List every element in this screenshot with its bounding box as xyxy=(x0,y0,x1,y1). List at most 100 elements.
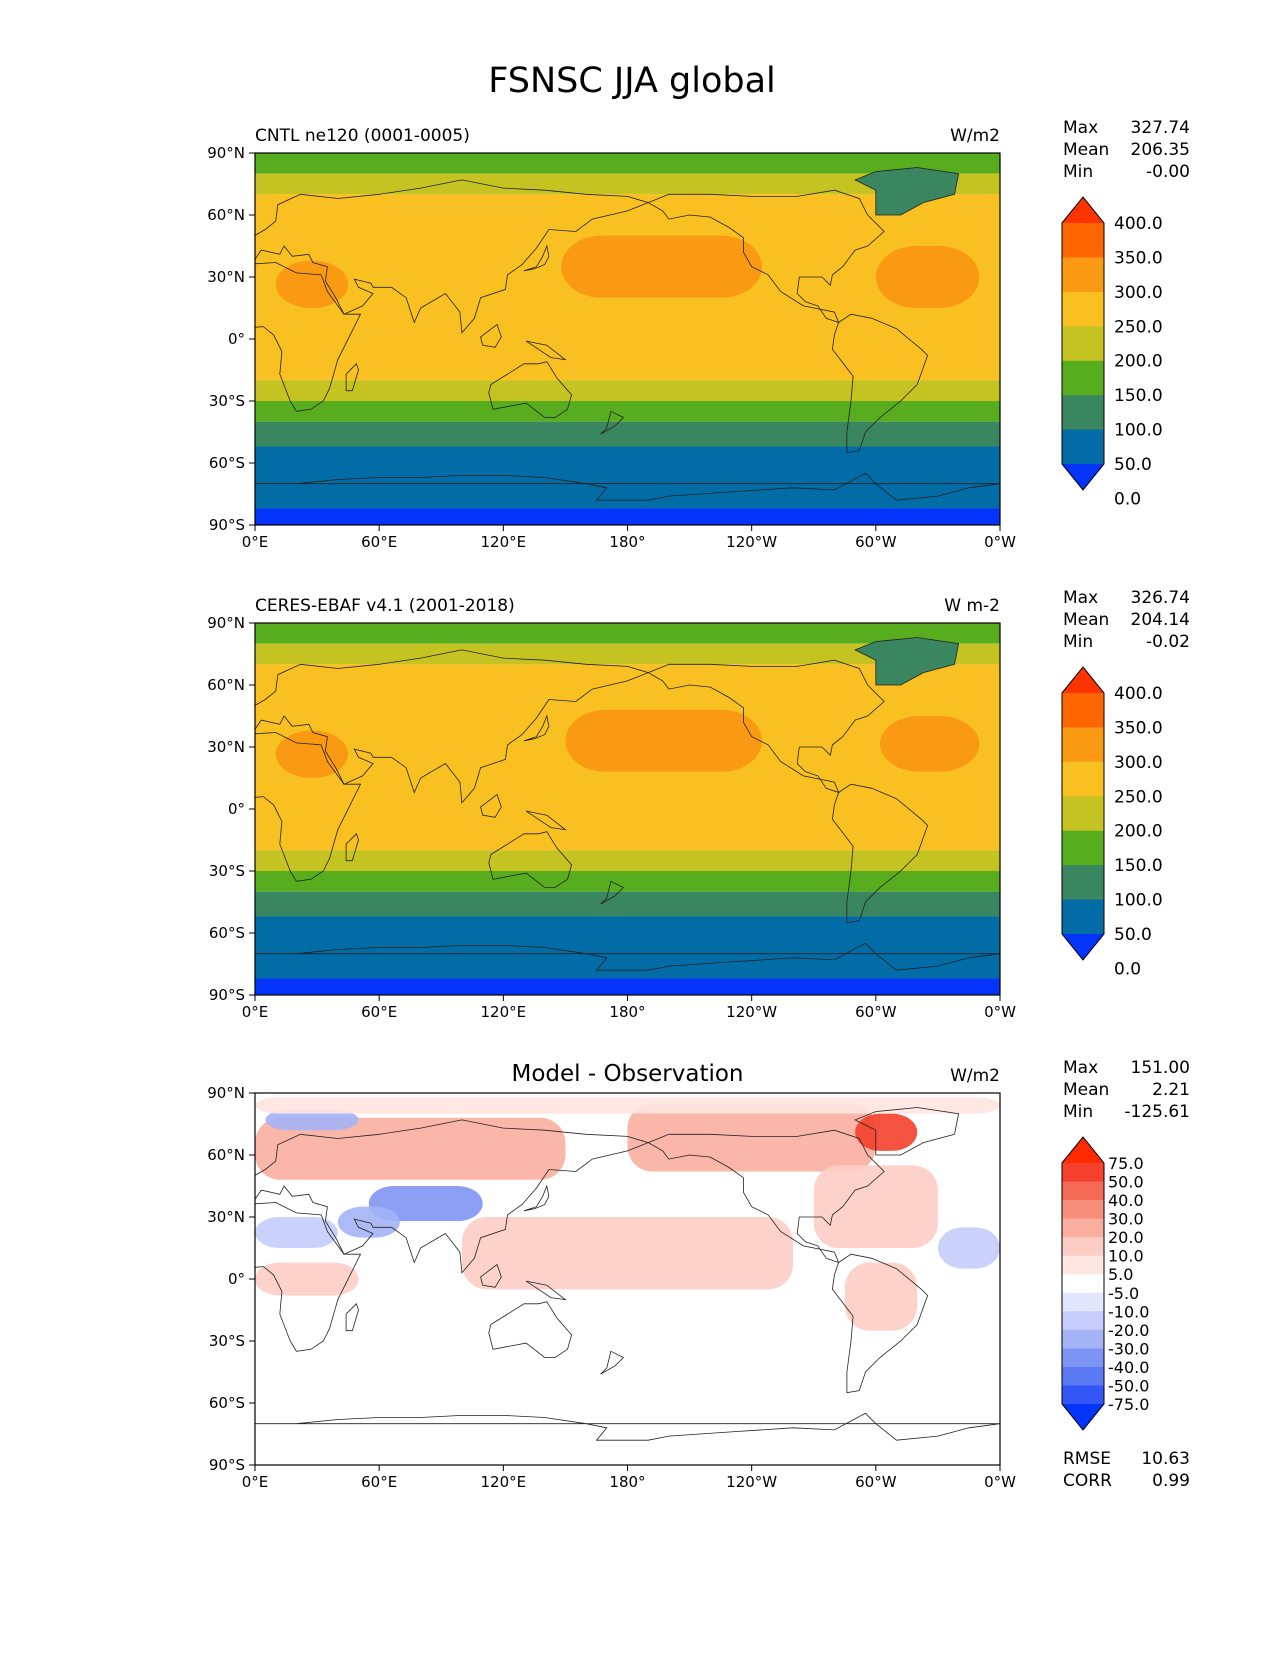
colorbar-outline xyxy=(1061,196,1105,491)
colorbar-segment xyxy=(1062,1218,1104,1238)
zonal-band xyxy=(255,978,1000,995)
coastline xyxy=(345,363,359,392)
colorbar-segment xyxy=(1062,360,1104,396)
x-tick-label: 60°E xyxy=(361,1473,397,1491)
x-tick-label: 0°W xyxy=(984,1473,1016,1491)
x-tick-label: 120°W xyxy=(726,1003,777,1021)
panel-title: CNTL ne120 (0001-0005) xyxy=(255,126,470,146)
coastlines xyxy=(255,637,1000,971)
panel-2: 0°E 60°E 120°E 180° 120°W 60°W 0°W 90°N 60°N 30°N… xyxy=(207,588,1190,1021)
y-tick-label: 30°N xyxy=(207,268,245,286)
colorbar: 400.0 350.0 300.0 250.0 200.0 150.0 100.0 50.0 0… xyxy=(1061,196,1163,509)
colorbar-extend-bottom xyxy=(1062,464,1104,490)
colorbar-label: 20.0 xyxy=(1108,1228,1144,1247)
field-region xyxy=(855,1113,918,1151)
colorbar-label: -20.0 xyxy=(1108,1321,1149,1340)
colorbar-label: 150.0 xyxy=(1114,856,1163,876)
x-tick-label: 0°W xyxy=(984,1003,1016,1021)
colorbar-segment xyxy=(1062,1163,1104,1183)
coastline xyxy=(600,410,625,435)
coastline xyxy=(345,833,359,862)
stat-label: Min xyxy=(1063,1102,1093,1122)
coastline xyxy=(488,361,573,418)
coastline xyxy=(647,1129,885,1264)
coastline xyxy=(854,1107,960,1156)
colorbar-segment xyxy=(1062,429,1104,465)
panel-3: 0°E 60°E 120°E 180° 120°W 60°W 0°W 90°N 60°N 30°N… xyxy=(207,1058,1190,1491)
metric-value: 0.99 xyxy=(1152,1471,1190,1491)
field-region xyxy=(561,235,763,298)
x-tick-label: 120°W xyxy=(726,1473,777,1491)
zonal-band xyxy=(255,380,1000,401)
stat-value: -0.02 xyxy=(1146,632,1190,652)
y-tick-label: 90°N xyxy=(207,1084,245,1102)
map-field xyxy=(255,153,1000,525)
y-tick-label: 90°S xyxy=(209,516,245,534)
x-tick-label: 60°E xyxy=(361,1003,397,1021)
y-tick-label: 60°S xyxy=(209,924,245,942)
stat-label: Mean xyxy=(1063,1080,1109,1100)
stat-label: Max xyxy=(1063,118,1098,138)
colorbar-segment xyxy=(1062,761,1104,797)
colorbar-label: 300.0 xyxy=(1114,283,1163,303)
colorbar-label: -5.0 xyxy=(1108,1284,1139,1303)
zonal-band xyxy=(255,891,1000,917)
field-region xyxy=(265,1109,359,1131)
colorbar-segment xyxy=(1062,223,1104,258)
x-tick-label: 60°W xyxy=(855,533,897,551)
colorbar-segment xyxy=(1062,395,1104,431)
y-tick-label: 0° xyxy=(228,1270,245,1288)
coastline xyxy=(255,1412,1000,1441)
field-region xyxy=(855,637,959,685)
y-tick-label: 0° xyxy=(228,800,245,818)
field-region xyxy=(855,167,959,215)
colorbar-segment xyxy=(1062,1255,1104,1275)
colorbar-outline xyxy=(1061,666,1105,961)
coastline xyxy=(523,714,550,742)
colorbar-segment xyxy=(1062,326,1104,362)
colorbar-segment xyxy=(1062,1329,1104,1349)
coastline xyxy=(255,942,1000,971)
y-tick-label: 90°N xyxy=(207,144,245,162)
colorbar-label: -40.0 xyxy=(1108,1358,1149,1377)
y-tick-label: 30°S xyxy=(209,392,245,410)
coastline xyxy=(488,1301,573,1358)
colorbar-segment xyxy=(1062,693,1104,728)
colorbar-segment xyxy=(1062,1274,1104,1294)
zonal-band xyxy=(255,446,1000,509)
colorbar-extend-top xyxy=(1062,1137,1104,1163)
x-tick-label: 0°E xyxy=(242,533,269,551)
panels: 0°E 60°E 120°E 180° 120°W 60°W 0°W 90°N 60°N 30°N… xyxy=(207,118,1190,1491)
field-region xyxy=(255,1097,1000,1114)
stat-label: Mean xyxy=(1063,610,1109,630)
x-tick-label: 120°E xyxy=(481,1473,527,1491)
colorbar-label: 150.0 xyxy=(1114,386,1163,406)
coastline xyxy=(647,189,885,324)
coastlines xyxy=(255,167,1000,501)
colorbar-label: 10.0 xyxy=(1108,1247,1144,1266)
coastline xyxy=(525,340,567,361)
zonal-band xyxy=(255,153,1000,174)
y-tick-label: 60°N xyxy=(207,1146,245,1164)
colorbar-label: 100.0 xyxy=(1114,891,1163,911)
colorbar-label: 75.0 xyxy=(1108,1154,1144,1173)
stat-value: 151.00 xyxy=(1131,1058,1190,1078)
colorbar-segment xyxy=(1062,1237,1104,1257)
stat-value: 2.21 xyxy=(1152,1080,1190,1100)
stat-label: Max xyxy=(1063,588,1098,608)
map-field xyxy=(255,623,1000,995)
colorbar-segment xyxy=(1062,830,1104,866)
x-tick-label: 120°E xyxy=(481,533,527,551)
y-tick-label: 60°S xyxy=(209,1394,245,1412)
coastline xyxy=(255,179,650,334)
y-tick-label: 90°S xyxy=(209,986,245,1004)
x-tick-label: 120°W xyxy=(726,533,777,551)
coastline xyxy=(255,649,650,804)
metric-label: CORR xyxy=(1063,1471,1112,1491)
x-tick-label: 180° xyxy=(609,1003,645,1021)
stat-value: -0.00 xyxy=(1146,162,1190,182)
panel-1: 0°E 60°E 120°E 180° 120°W 60°W 0°W 90°N 60°N 30°N… xyxy=(207,118,1190,551)
y-tick-label: 30°S xyxy=(209,862,245,880)
colorbar-segment xyxy=(1062,865,1104,901)
